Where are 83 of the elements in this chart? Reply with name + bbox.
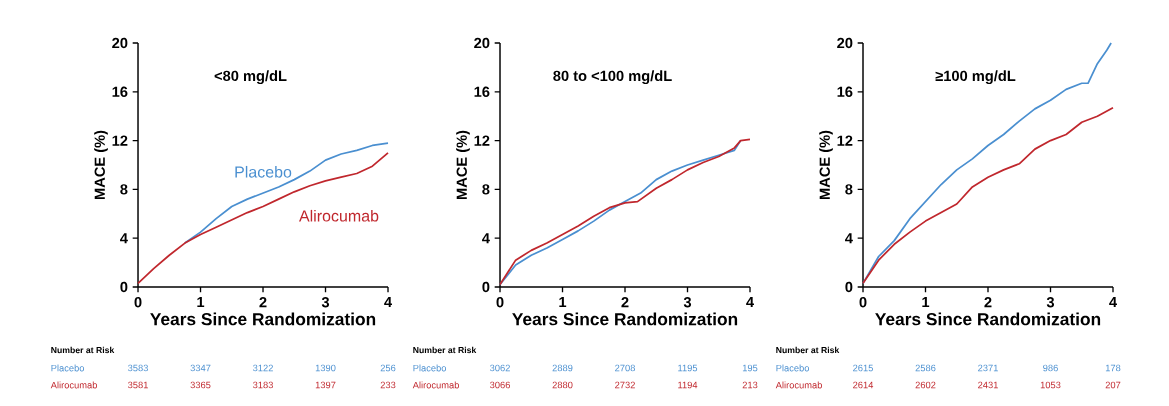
text: Placebo [413,364,447,372]
y-tick-label: 20 [474,37,490,49]
text: 213 [742,381,758,389]
x-tick-label: 2 [259,297,267,308]
y-axis-title: MACE (%) [456,130,470,200]
text: 986 [1043,364,1058,372]
x-axis-title: Years Since Randomization [512,312,738,326]
y-tick-label: 8 [482,184,490,195]
x-tick-label: 4 [384,297,393,308]
x-tick-label: 3 [1046,297,1055,308]
y-tick-label: 16 [112,86,128,97]
y-tick-label: 4 [845,233,853,244]
text: 3581 [127,381,148,389]
text: 207 [1105,381,1121,389]
x-tick-label: 2 [984,297,992,308]
y-tick-label: 12 [474,135,490,146]
text: Number at Risk [51,346,115,354]
x-tick-label: 3 [321,297,330,308]
x-tick-label: 2 [621,297,629,308]
text: 2708 [615,364,635,372]
text: 3365 [190,381,211,389]
x-tick-label: 0 [496,297,504,308]
text: 2880 [552,381,573,389]
text: <80 mg/dL [214,70,287,85]
text: 1195 [678,364,698,372]
x-tick-label: 0 [859,297,867,308]
y-tick-label: 12 [112,135,128,146]
x-tick-label: 1 [197,297,205,308]
series-label: Placebo [235,165,292,178]
text: 256 [380,364,396,372]
y-tick-label: 0 [120,281,128,293]
x-tick-label: 1 [559,297,567,308]
x-tick-label: 3 [683,297,692,308]
text: 2614 [853,381,874,389]
x-tick-label: 1 [922,297,930,308]
text: Placebo [776,364,810,372]
y-tick-label: 4 [482,233,490,244]
text: 178 [1105,364,1121,372]
text: ≥100 mg/dL [935,70,1016,85]
text: 2602 [915,381,936,389]
text: Number at Risk [776,346,840,354]
x-tick-label: 4 [1109,297,1117,308]
text: 195 [742,364,758,372]
y-axis-title: MACE (%) [94,130,108,200]
text: 2732 [615,381,635,389]
text: Alirocumab [412,381,459,389]
y-tick-label: 20 [837,37,853,49]
y-tick-label: 12 [837,135,853,146]
x-axis-title: Years Since Randomization [875,312,1101,326]
text: 3062 [489,364,510,372]
text: 3066 [489,381,510,389]
text: 2431 [978,381,998,389]
text: 3583 [127,364,148,372]
series-label: Alirocumab [299,209,379,222]
y-tick-label: 8 [845,184,853,195]
y-tick-label: 0 [482,281,490,293]
y-tick-label: 8 [120,184,128,195]
x-tick-label: 4 [746,297,754,308]
text: 2586 [915,364,936,372]
y-axis-title: MACE (%) [819,130,833,200]
text: 1053 [1040,381,1061,389]
text: Alirocumab [775,381,822,389]
y-tick-label: 20 [112,37,128,49]
text: Alirocumab [50,381,97,389]
text: Number at Risk [413,346,477,354]
y-tick-label: 4 [120,233,128,244]
y-tick-label: 16 [474,86,490,97]
text: Placebo [51,364,85,372]
text: 80 to <100 mg/dL [553,70,672,85]
text: 2371 [978,364,998,372]
y-tick-label: 16 [837,86,853,97]
text: 233 [380,381,396,389]
text: 1397 [315,381,336,389]
text: 1194 [678,381,698,389]
text: 2615 [853,364,873,372]
text: 1390 [315,364,336,372]
text: 3122 [252,364,273,372]
text: 3347 [190,364,211,372]
x-tick-label: 0 [134,297,142,308]
text: 3183 [252,381,273,389]
text: 2889 [552,364,573,372]
x-axis-title: Years Since Randomization [150,312,376,326]
y-tick-label: 0 [845,281,853,293]
